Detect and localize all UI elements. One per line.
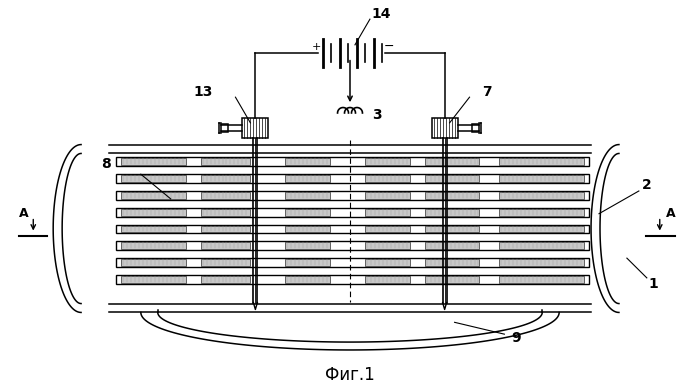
Bar	[499, 175, 584, 182]
Bar	[116, 174, 589, 183]
Text: 7: 7	[482, 85, 491, 99]
Bar	[121, 209, 186, 216]
Bar	[121, 226, 186, 233]
Bar	[121, 175, 186, 182]
Bar	[472, 124, 480, 132]
Bar	[286, 209, 330, 216]
Text: 1: 1	[649, 277, 659, 291]
Bar	[365, 192, 409, 199]
Text: 9: 9	[512, 331, 521, 345]
Bar	[201, 158, 251, 165]
Text: Фиг.1: Фиг.1	[325, 366, 375, 384]
Text: A: A	[18, 207, 28, 220]
Bar	[286, 259, 330, 266]
Bar	[499, 242, 584, 249]
Bar	[220, 124, 228, 132]
Bar	[286, 226, 330, 233]
Bar	[425, 226, 480, 233]
Bar	[286, 276, 330, 283]
Bar	[425, 259, 480, 266]
Text: 14: 14	[372, 7, 391, 21]
Bar	[286, 175, 330, 182]
Bar	[116, 241, 589, 250]
Bar	[201, 175, 251, 182]
Bar	[286, 242, 330, 249]
Bar	[201, 209, 251, 216]
Bar	[365, 158, 409, 165]
Bar	[499, 226, 584, 233]
Bar	[499, 259, 584, 266]
Bar	[201, 192, 251, 199]
Bar	[425, 158, 480, 165]
Text: 2: 2	[642, 178, 652, 192]
Bar	[286, 158, 330, 165]
Bar	[242, 118, 268, 138]
Bar	[432, 118, 458, 138]
Bar	[116, 158, 589, 166]
Bar	[201, 226, 251, 233]
Bar	[499, 276, 584, 283]
Bar	[425, 276, 480, 283]
Text: +: +	[312, 42, 321, 52]
Bar	[121, 192, 186, 199]
Bar	[201, 276, 251, 283]
Text: 8: 8	[101, 158, 111, 171]
Bar	[121, 259, 186, 266]
Bar	[499, 209, 584, 216]
Bar	[499, 158, 584, 165]
Bar	[121, 158, 186, 165]
Bar	[121, 276, 186, 283]
Bar	[201, 259, 251, 266]
Bar	[425, 192, 480, 199]
Bar	[116, 275, 589, 284]
Bar	[286, 192, 330, 199]
Text: 3: 3	[372, 108, 382, 122]
Text: 13: 13	[194, 85, 214, 99]
Bar	[365, 226, 409, 233]
Bar	[365, 209, 409, 216]
Text: −: −	[384, 40, 394, 53]
Bar	[425, 242, 480, 249]
Bar	[365, 259, 409, 266]
Bar	[116, 191, 589, 200]
Bar	[499, 192, 584, 199]
Text: A: A	[666, 207, 675, 220]
Bar	[116, 208, 589, 217]
Bar	[365, 276, 409, 283]
Bar	[116, 224, 589, 233]
Bar	[116, 258, 589, 267]
Bar	[365, 242, 409, 249]
Bar	[425, 209, 480, 216]
Bar	[121, 242, 186, 249]
Bar	[425, 175, 480, 182]
Bar	[365, 175, 409, 182]
Bar	[201, 242, 251, 249]
